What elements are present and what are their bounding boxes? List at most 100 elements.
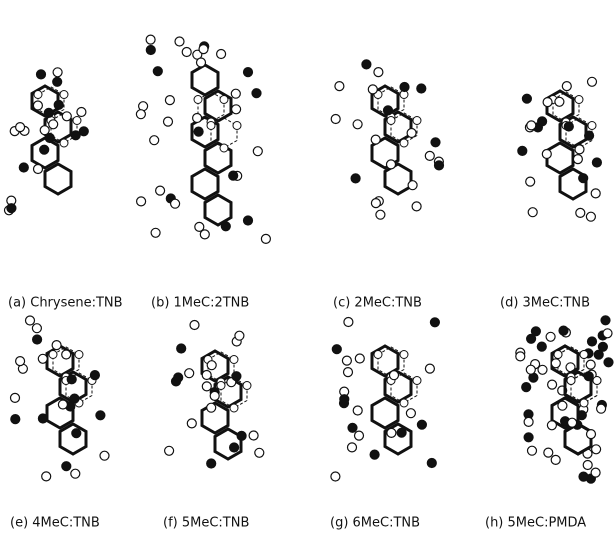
atom — [70, 394, 79, 403]
atom — [551, 455, 560, 464]
ring — [60, 424, 86, 454]
atom — [136, 110, 145, 119]
atom — [555, 97, 564, 106]
atom — [165, 446, 174, 455]
atom — [174, 373, 183, 382]
atom — [526, 177, 535, 186]
atom — [60, 91, 68, 99]
atom — [340, 395, 349, 404]
atom — [528, 208, 537, 217]
atom — [200, 230, 209, 239]
atom — [579, 174, 588, 183]
atom — [151, 228, 160, 237]
atom — [579, 472, 588, 481]
atom — [548, 380, 557, 389]
atom — [407, 129, 416, 138]
atom — [197, 58, 206, 67]
atom — [542, 150, 551, 159]
atom — [559, 326, 568, 335]
atom — [417, 420, 426, 429]
atom — [193, 114, 202, 123]
atom — [73, 117, 81, 125]
atom — [516, 352, 525, 361]
atom — [585, 131, 594, 140]
atom — [16, 123, 25, 132]
atom — [44, 108, 53, 117]
atom — [400, 399, 408, 407]
atom — [374, 351, 382, 359]
atom — [252, 89, 261, 98]
atom — [551, 359, 560, 368]
ring — [205, 195, 231, 225]
atom — [592, 158, 601, 167]
atom — [37, 70, 46, 79]
atom — [175, 37, 184, 46]
atom — [249, 431, 258, 440]
atom — [96, 411, 105, 420]
atom — [53, 77, 62, 86]
atom — [16, 357, 25, 366]
atom — [587, 430, 596, 439]
atom — [332, 345, 341, 354]
atom — [244, 216, 253, 225]
atom — [564, 122, 573, 131]
ring — [192, 65, 218, 95]
atom — [370, 450, 379, 459]
atom — [430, 318, 439, 327]
atom — [164, 117, 173, 126]
atom — [7, 204, 16, 213]
atom — [400, 83, 409, 92]
atom — [592, 445, 601, 454]
atom — [54, 100, 63, 109]
atom — [573, 155, 582, 164]
atom — [11, 415, 20, 424]
atom — [90, 371, 99, 380]
atom — [49, 120, 58, 129]
atom — [593, 377, 601, 385]
atom — [524, 433, 533, 442]
atom — [586, 212, 595, 221]
atom — [187, 419, 196, 428]
atom — [567, 377, 575, 385]
atom — [33, 101, 42, 110]
atom — [146, 46, 155, 55]
atom — [584, 372, 593, 381]
atom — [390, 371, 399, 380]
atom — [376, 210, 385, 219]
atom — [53, 68, 62, 77]
atom — [583, 461, 592, 470]
atom — [194, 127, 203, 136]
atom — [230, 356, 238, 364]
atom — [351, 174, 360, 183]
atom — [40, 145, 49, 154]
atom — [528, 446, 537, 455]
atom — [243, 382, 251, 390]
atom — [26, 316, 35, 325]
atom — [588, 77, 597, 86]
panel-label: (h) 5MeC:PMDA — [485, 516, 586, 531]
atom — [77, 108, 86, 117]
atom — [413, 377, 421, 385]
atom — [344, 368, 353, 377]
atom — [165, 96, 174, 105]
atom — [526, 365, 535, 374]
atom — [597, 404, 606, 413]
atom — [58, 400, 67, 409]
atom — [231, 89, 240, 98]
atom — [62, 112, 71, 121]
atom — [72, 429, 81, 438]
atom — [348, 423, 357, 432]
atom — [202, 371, 211, 380]
atom — [233, 122, 241, 130]
atom — [217, 382, 225, 390]
atom — [518, 146, 527, 155]
atom — [38, 414, 47, 423]
atom — [591, 189, 600, 198]
atom — [38, 354, 47, 363]
atom — [199, 45, 208, 54]
atom — [580, 351, 588, 359]
atom — [207, 403, 216, 412]
atom — [67, 375, 76, 384]
atom — [207, 459, 216, 468]
atom — [220, 144, 228, 152]
